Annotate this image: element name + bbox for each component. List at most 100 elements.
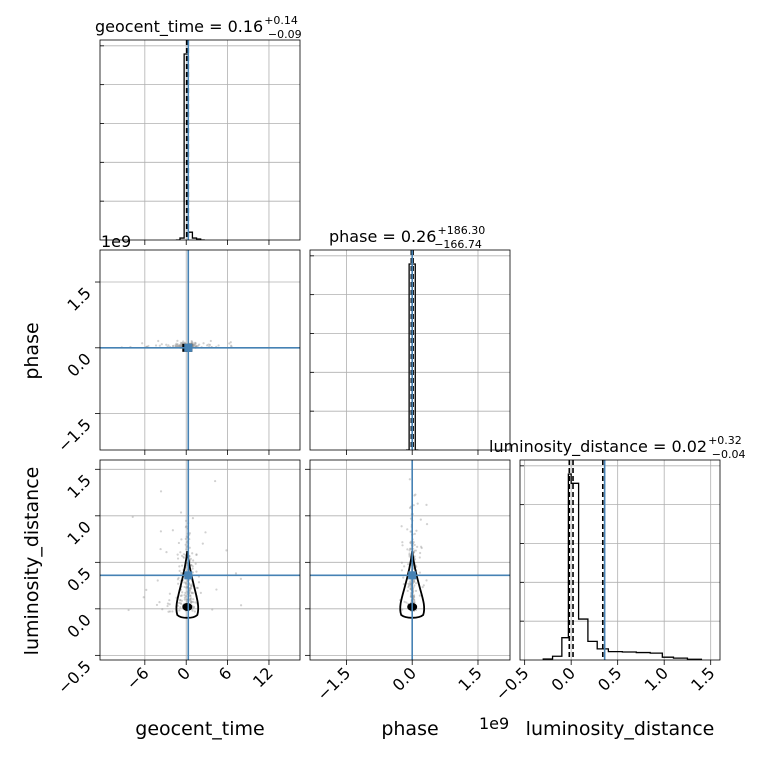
sample-point (425, 523, 429, 526)
sample-point (174, 344, 177, 348)
sample-point (183, 594, 186, 597)
sample-point (199, 591, 202, 594)
panel-luminosity_distance-luminosity_distance: −0.5 0.0 0.5 1.0 1.5 (492, 459, 721, 704)
sample-point (191, 567, 194, 570)
title-phase: phase = 0.26+186.30 −166.74 (329, 224, 485, 251)
sample-point (211, 608, 214, 611)
sample-point (413, 543, 416, 547)
sample-point (407, 563, 410, 566)
sample-point (408, 553, 411, 556)
xtick-label-luminosity_distance: 0.5 (594, 663, 625, 694)
sample-point (197, 344, 200, 347)
sample-point (156, 579, 159, 582)
sample-point (239, 604, 243, 607)
sample-point (198, 343, 201, 346)
sample-point (165, 343, 168, 346)
sample-point (409, 541, 412, 544)
sample-point (192, 592, 195, 595)
sample-point (190, 600, 193, 604)
sample-point (204, 531, 207, 534)
sample-point (180, 554, 184, 557)
sample-point (192, 600, 195, 604)
sample-point (167, 344, 170, 347)
sample-point (197, 581, 201, 584)
sample-point (181, 342, 185, 345)
sample-point (195, 553, 198, 556)
sample-point (207, 343, 210, 346)
sample-point (413, 598, 416, 601)
sample-point (409, 581, 412, 584)
sample-point (178, 344, 181, 347)
sample-point (239, 577, 243, 580)
sample-point (180, 341, 184, 345)
plot-area (542, 460, 703, 660)
sample-point (193, 341, 197, 344)
sample-point (183, 581, 186, 584)
sample-point (408, 478, 411, 481)
sample-point (180, 594, 183, 597)
sample-point (184, 591, 187, 594)
sample-point (180, 564, 184, 567)
sample-point (416, 545, 419, 548)
sample-point (401, 544, 404, 547)
ylabel-phase: phase (21, 322, 43, 379)
sample-point (171, 529, 174, 532)
xlabel-phase: phase (381, 718, 438, 740)
sample-point (185, 586, 188, 589)
sample-point (195, 345, 198, 348)
ytick-label-luminosity_distance: 1.5 (63, 471, 94, 502)
sample-point (179, 511, 183, 514)
sample-point (175, 342, 178, 345)
sample-point (168, 610, 172, 613)
panel-frame (309, 249, 511, 451)
sample-point (183, 585, 186, 589)
sample-point (179, 599, 182, 602)
sample-point (179, 594, 182, 597)
sample-point (176, 578, 180, 581)
sample-point (408, 552, 411, 555)
ytick-label-luminosity_distance: −0.5 (54, 657, 95, 698)
grid (310, 250, 510, 450)
sample-point (193, 610, 196, 613)
sample-point (412, 598, 415, 601)
sample-point (188, 532, 191, 535)
sample-point (408, 555, 411, 558)
panel-geocent_time-luminosity_distance: −6 0 6 12 −0.5 0.0 0.5 1.0 1.5 (54, 459, 301, 698)
xtick-label-geocent_time: 6 (215, 663, 236, 684)
sample-point (414, 549, 417, 552)
sample-point (190, 563, 193, 567)
grid (310, 460, 510, 660)
sample-point (189, 564, 193, 567)
sample-point (184, 543, 187, 546)
sample-point (400, 561, 403, 564)
sample-point (402, 576, 405, 579)
sample-point (192, 343, 195, 347)
sample-point (167, 610, 170, 613)
sample-point (413, 584, 416, 587)
sample-point (407, 584, 411, 587)
sample-point (234, 572, 238, 575)
sample-point (185, 545, 188, 549)
panel-frame (309, 459, 511, 661)
sample-point (413, 555, 416, 558)
truth-marker (184, 343, 193, 352)
sample-point (412, 579, 415, 582)
sample-point (188, 546, 191, 549)
sample-point (206, 344, 209, 347)
sample-point (178, 569, 181, 572)
sample-point (191, 609, 194, 612)
sample-point (415, 529, 418, 532)
sample-point (194, 601, 197, 604)
plot-area (100, 460, 300, 660)
sample-point (182, 555, 185, 559)
sample-point (174, 343, 177, 346)
sample-point (406, 548, 409, 551)
ytick-label-luminosity_distance: 0.5 (63, 564, 94, 595)
sample-point (413, 600, 416, 603)
sample-point (184, 519, 188, 522)
sample-point (190, 601, 193, 605)
sample-point (181, 591, 184, 594)
sample-point (194, 344, 198, 347)
sample-point (159, 547, 162, 551)
histogram-geocent_time (175, 53, 205, 240)
